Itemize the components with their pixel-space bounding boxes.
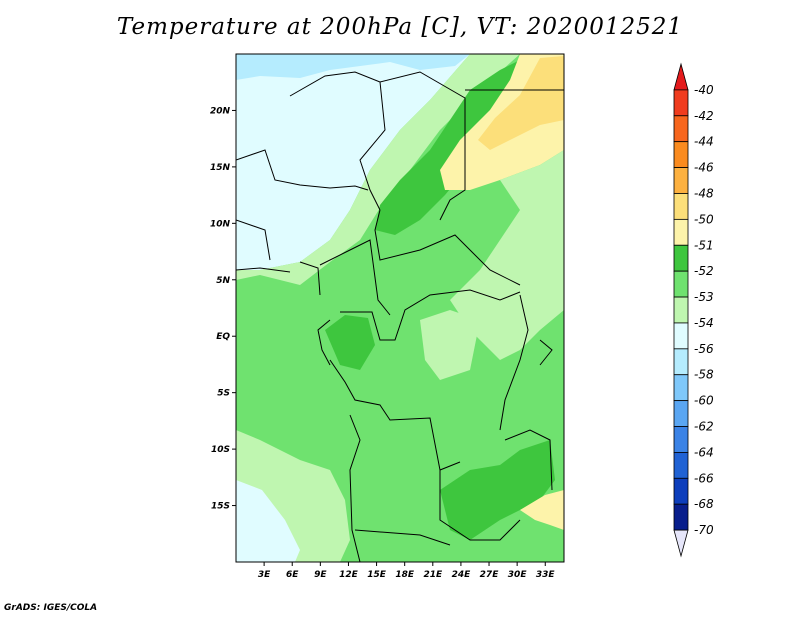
colorbar-label: -51 (694, 238, 714, 252)
colorbar: -40 -42 -44 -46 -48 -50 -51 -52 -53 -54 -56 -58 -60 -… (673, 62, 714, 558)
colorbar-swatch (673, 141, 689, 168)
lon-tick-label: 15E (367, 570, 387, 580)
lat-tick-label: 5N (216, 276, 230, 286)
lat-tick-label: 20N (210, 106, 231, 116)
lon-tick-label: 12E (339, 570, 359, 580)
colorbar-label: -62 (694, 420, 714, 434)
lat-tick-label: 15N (210, 163, 231, 173)
map-frame (235, 53, 565, 563)
colorbar-swatch (673, 477, 689, 505)
colorbar-label: -52 (694, 264, 714, 278)
colorbar-label: -66 (694, 471, 714, 485)
region-53-east (450, 150, 564, 360)
temperature-field (236, 54, 564, 562)
lon-tick-label: 24E (452, 570, 472, 580)
region-52-south (440, 440, 555, 540)
colorbar-swatch (673, 452, 689, 479)
lon-tick-label: 27E (480, 570, 500, 580)
region-54-southwest (236, 480, 300, 562)
grads-credit: GrADS: IGES/COLA (4, 603, 98, 613)
colorbar-label: -44 (694, 135, 714, 149)
region-48-northeast (478, 56, 564, 150)
lat-tick-label: 10N (210, 219, 231, 229)
region-52-center (325, 315, 375, 370)
lon-tick-label: 9E (314, 570, 327, 580)
colorbar-swatch (673, 89, 689, 117)
lon-tick-label: 3E (258, 570, 271, 580)
colorbar-swatch (673, 193, 689, 220)
colorbar-swatch (673, 503, 689, 531)
colorbar-label: -46 (694, 161, 714, 175)
colorbar-label: -58 (694, 368, 714, 382)
lat-tick-label: 15S (211, 502, 230, 512)
colorbar-label: -60 (694, 394, 714, 408)
latitude-axis: 20N 15N 10N 5N EQ 5S 10S 15S (210, 106, 236, 512)
colorbar-label: -42 (694, 109, 714, 123)
colorbar-swatch (673, 529, 689, 558)
colorbar-label: -68 (694, 497, 714, 511)
colorbar-swatch (673, 115, 689, 143)
colorbar-label: -48 (694, 186, 714, 200)
colorbar-swatch (673, 270, 689, 298)
colorbar-label: -56 (694, 342, 714, 356)
colorbar-swatch (673, 374, 689, 402)
colorbar-swatch (673, 167, 689, 194)
lon-tick-label: 6E (286, 570, 299, 580)
colorbar-label: -54 (694, 316, 714, 330)
map-title: Temperature at 200hPa [C], VT: 202001252… (116, 14, 684, 40)
colorbar-label: -64 (694, 445, 714, 459)
longitude-axis: 3E 6E 9E 12E 15E 18E 21E 24E 27E 30E 33E (258, 562, 556, 580)
region-51-southeast (520, 490, 564, 530)
lon-tick-label: 18E (395, 570, 415, 580)
colorbar-label: -50 (694, 212, 714, 226)
lon-tick-label: 33E (536, 570, 556, 580)
colorbar-swatch (673, 62, 689, 91)
region-53-interior (420, 310, 480, 380)
region-54-north (236, 54, 470, 270)
lon-tick-label: 30E (508, 570, 528, 580)
lat-tick-label: EQ (216, 332, 230, 342)
colorbar-label: -53 (694, 290, 714, 304)
colorbar-swatch (673, 296, 689, 324)
region-53-band (236, 54, 520, 285)
colorbar-label: -40 (694, 83, 714, 97)
colorbar-swatch (673, 348, 689, 376)
colorbar-swatch (673, 244, 689, 272)
colorbar-swatch (673, 218, 689, 246)
lat-tick-label: 10S (211, 445, 230, 455)
region-56-north (236, 54, 470, 80)
colorbar-swatch (673, 322, 689, 350)
country-borders (236, 71, 564, 562)
lat-tick-label: 5S (217, 389, 230, 399)
colorbar-swatch (673, 426, 689, 453)
colorbar-label: -70 (694, 523, 714, 537)
lon-tick-label: 21E (423, 570, 443, 580)
colorbar-swatch (673, 400, 689, 427)
